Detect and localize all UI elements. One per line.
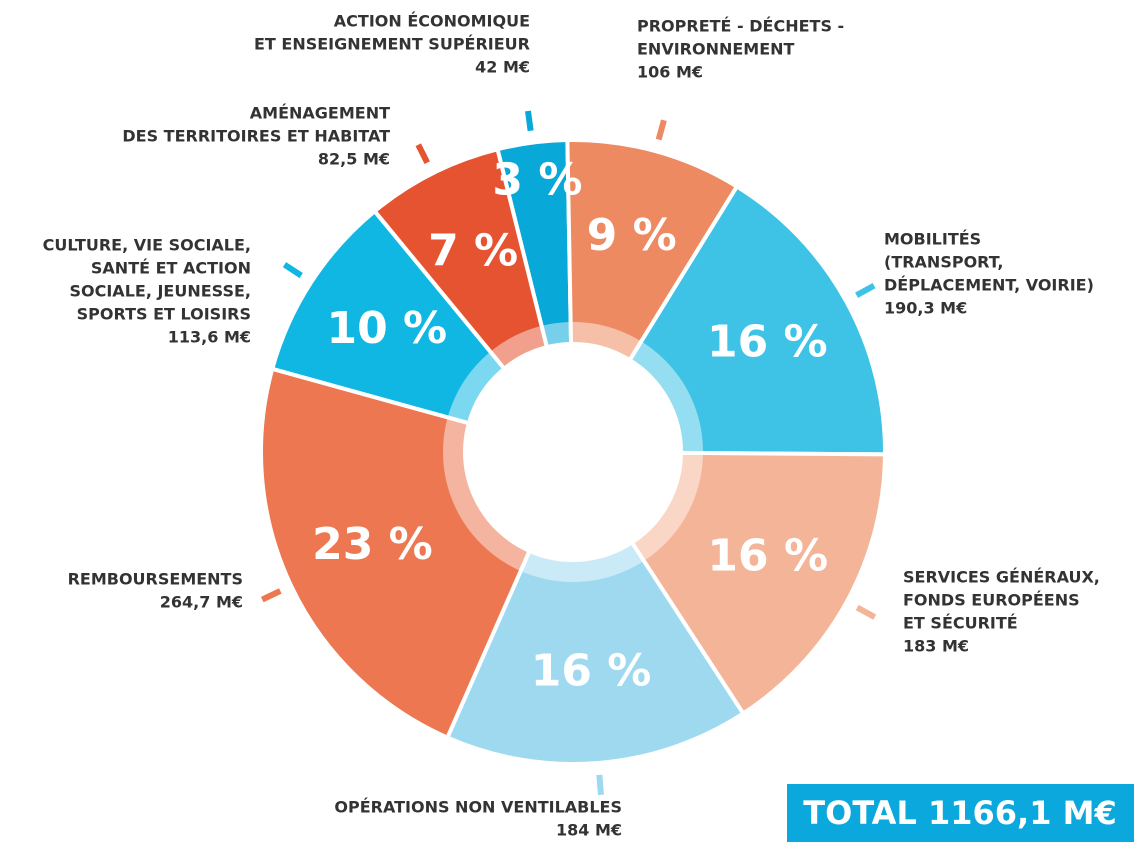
value-label: 42 M€ (475, 58, 530, 77)
percentage-label: 9 % (587, 210, 677, 261)
category-label: (TRANSPORT, (884, 253, 1003, 272)
value-label: 184 M€ (556, 821, 622, 840)
leader-tick (260, 588, 282, 603)
category-label: OPÉRATIONS NON VENTILABLES (334, 798, 622, 817)
leader-tick (855, 604, 877, 620)
category-label: CULTURE, VIE SOCIALE, (43, 236, 251, 255)
leader-tick (655, 119, 667, 141)
value-label: 82,5 M€ (318, 150, 390, 169)
category-label: ET SÉCURITÉ (903, 614, 1018, 633)
percentage-label: 16 % (707, 531, 828, 582)
value-label: 264,7 M€ (160, 593, 243, 612)
leader-tick (525, 110, 534, 132)
total-label: TOTAL 1166,1 M€ (803, 794, 1116, 832)
donut (259, 138, 888, 766)
hole (465, 344, 681, 560)
category-label: DES TERRITOIRES ET HABITAT (122, 127, 390, 146)
category-label: FONDS EUROPÉENS (903, 591, 1080, 610)
category-label: SERVICES GÉNÉRAUX, (903, 568, 1100, 587)
leader-tick (415, 143, 430, 164)
percentage-label: 16 % (707, 317, 828, 368)
percentage-label: 3 % (492, 154, 582, 205)
percentage-label: 16 % (531, 645, 652, 696)
value-label: 183 M€ (903, 637, 969, 656)
category-label: SANTÉ ET ACTION (91, 259, 251, 278)
category-label: ACTION ÉCONOMIQUE (334, 12, 530, 31)
category-label: PROPRETÉ - DÉCHETS - (637, 17, 844, 36)
total-box (787, 784, 1134, 842)
leader-tick (596, 774, 604, 796)
category-label: MOBILITÉS (884, 230, 981, 249)
value-label: 106 M€ (637, 63, 703, 82)
value-label: 113,6 M€ (168, 328, 251, 347)
category-label: SOCIALE, JEUNESSE, (69, 282, 251, 301)
inner-ring (443, 322, 703, 582)
category-label: DÉPLACEMENT, VOIRIE) (884, 276, 1094, 295)
leader-tick (855, 282, 876, 298)
category-label: ENVIRONNEMENT (637, 40, 795, 59)
category-label: SPORTS ET LOISIRS (77, 305, 251, 324)
category-label: ET ENSEIGNEMENT SUPÉRIEUR (254, 35, 530, 54)
category-label: AMÉNAGEMENT (250, 104, 390, 123)
percentage-label: 23 % (312, 519, 433, 570)
percentage-label: 10 % (326, 303, 447, 354)
percentage-label: 7 % (428, 226, 518, 277)
value-label: 190,3 M€ (884, 299, 967, 318)
leader-tick (282, 262, 303, 279)
category-label: REMBOURSEMENTS (68, 570, 243, 589)
